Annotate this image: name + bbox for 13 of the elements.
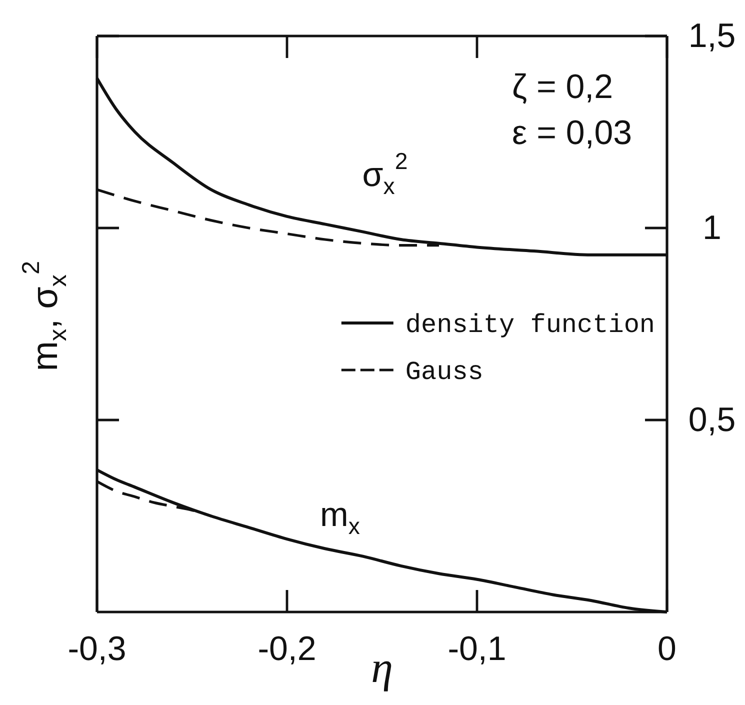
x-axis-title: η bbox=[371, 643, 393, 692]
annotation: ζ = 0,2 bbox=[512, 68, 614, 106]
y-tick-label: 1 bbox=[702, 208, 722, 247]
y-tick-label: 1,5 bbox=[688, 16, 736, 55]
legend-label: Gauss bbox=[405, 357, 484, 388]
annotation: m$_{x}$ bbox=[320, 496, 360, 540]
x-tick-label: -0,3 bbox=[68, 630, 126, 668]
legend-label: density function bbox=[405, 310, 656, 340]
annotation: ε = 0,03 bbox=[512, 114, 632, 152]
y-tick-label: 0,5 bbox=[688, 400, 736, 439]
x-tick-label: 0 bbox=[658, 630, 676, 668]
x-tick-label: -0,2 bbox=[258, 630, 316, 668]
x-tick-label: -0,1 bbox=[448, 630, 506, 668]
